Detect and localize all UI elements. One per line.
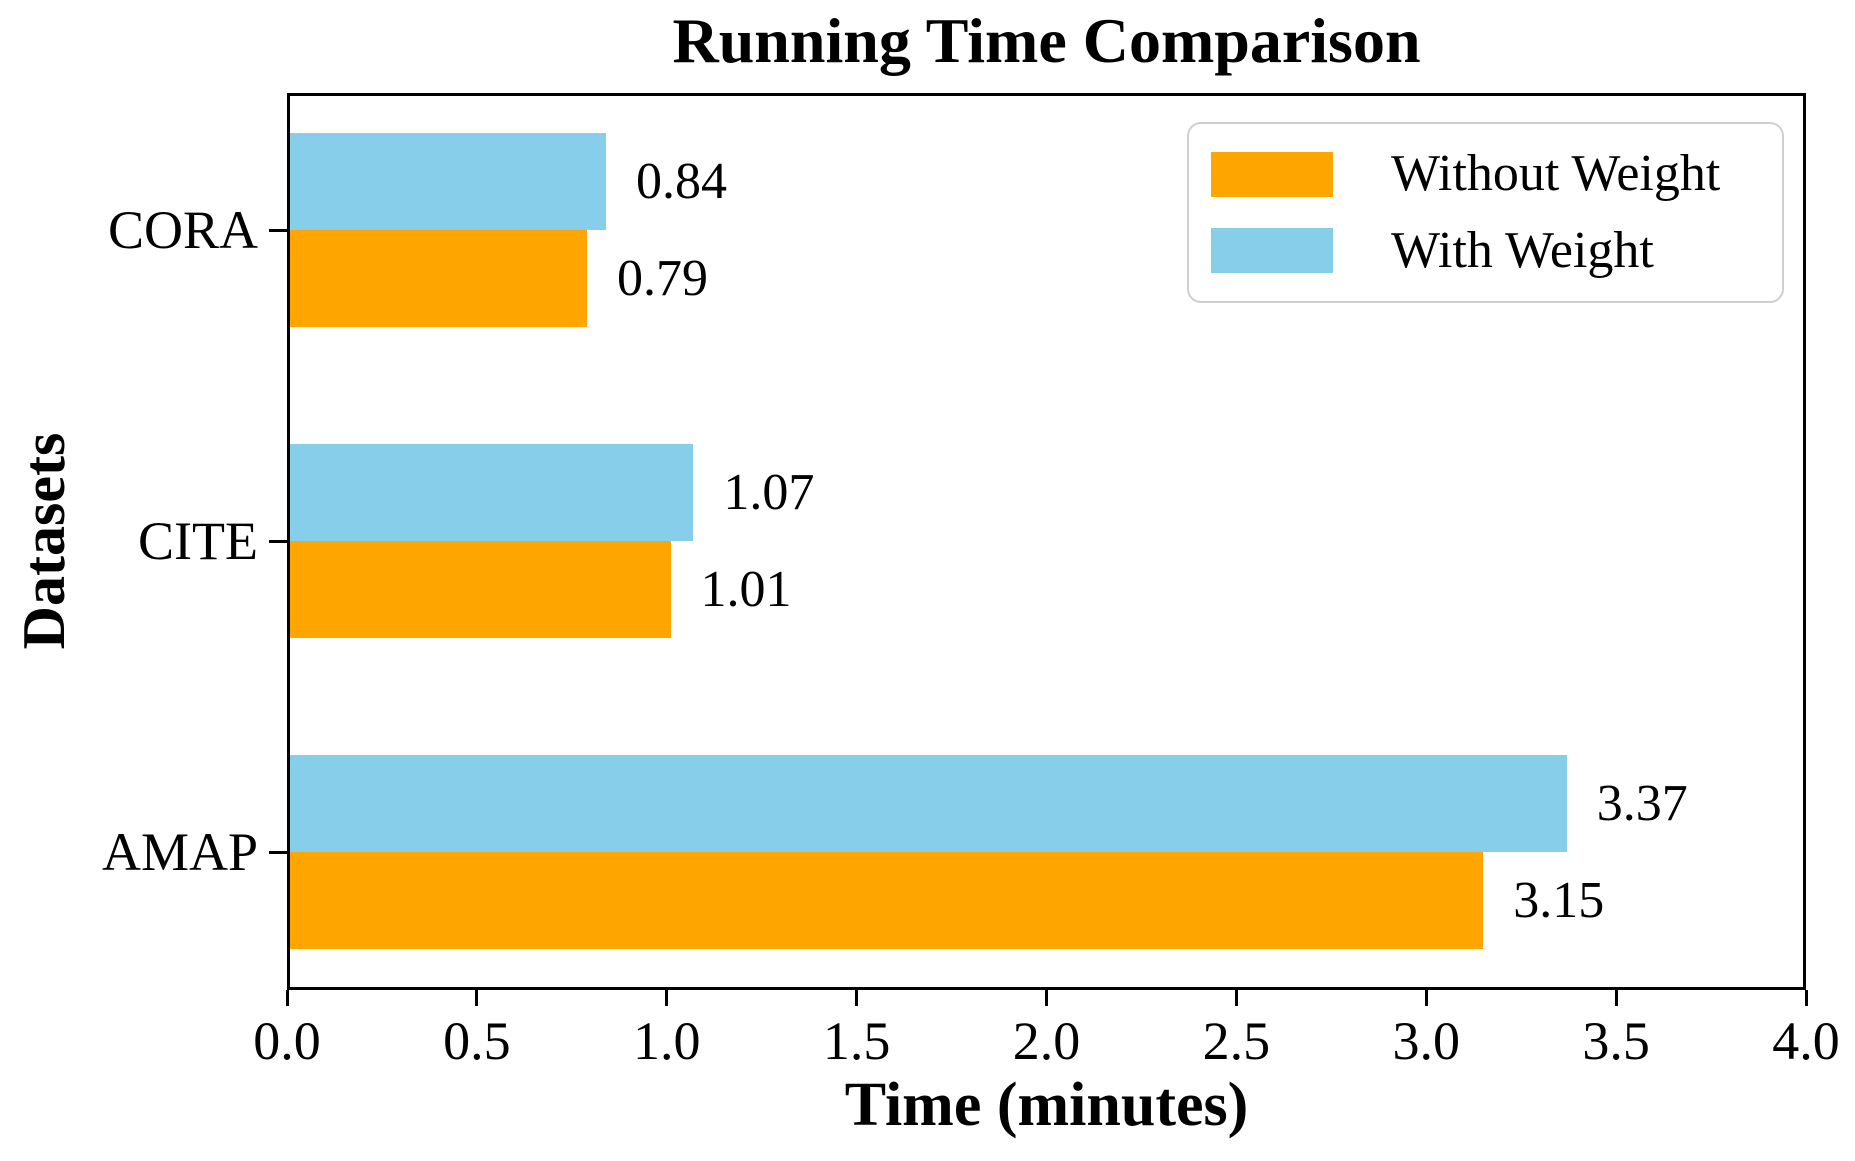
- x-tick-label-3.0: 3.0: [1392, 1011, 1461, 1071]
- legend-item-with-weight: With Weight: [1189, 221, 1782, 279]
- x-tick-label-4.0: 4.0: [1772, 1011, 1840, 1071]
- legend-label: With Weight: [1391, 221, 1654, 279]
- plot-area: 0.84 0.79 1.07 1.01 3.37 3.15: [287, 93, 1806, 990]
- value-label-without-weight-cora: 0.79: [617, 249, 708, 307]
- x-tick-2.0: [1045, 990, 1048, 1006]
- legend: Without Weight With Weight: [1187, 122, 1784, 303]
- x-tick-1.0: [665, 990, 669, 1006]
- x-tick-0.5: [475, 990, 479, 1006]
- bar-with-weight-cite: [287, 444, 694, 541]
- bar-without-weight-cite: [287, 541, 671, 638]
- x-tick-label-2.0: 2.0: [1012, 1011, 1081, 1071]
- x-tick-3.5: [1614, 990, 1618, 1006]
- bar-without-weight-cora: [287, 230, 587, 327]
- x-tick-label-0.0: 0.0: [253, 1011, 321, 1071]
- legend-swatch-with-weight: [1211, 228, 1333, 274]
- legend-swatch-without-weight: [1211, 151, 1333, 197]
- bar-without-weight-amap: [287, 852, 1484, 949]
- x-tick-label-1.5: 1.5: [822, 1011, 891, 1071]
- y-tick-amap: [269, 850, 287, 854]
- bar-with-weight-cora: [287, 133, 606, 230]
- x-tick-3.0: [1424, 990, 1428, 1006]
- legend-item-without-weight: Without Weight: [1189, 148, 1782, 200]
- y-tick-label-amap: AMAP: [101, 822, 258, 882]
- x-tick-1.5: [855, 990, 859, 1006]
- x-tick-label-1.0: 1.0: [633, 1011, 701, 1071]
- value-label-with-weight-cite: 1.07: [723, 463, 815, 521]
- bar-with-weight-amap: [287, 755, 1567, 852]
- x-tick-2.5: [1234, 990, 1238, 1006]
- x-tick-label-3.5: 3.5: [1582, 1011, 1650, 1071]
- x-tick-0.0: [285, 990, 289, 1006]
- x-axis-label: Time (minutes): [844, 1071, 1249, 1139]
- x-tick-4.0: [1804, 990, 1808, 1006]
- y-tick-label-cite: CITE: [138, 511, 258, 571]
- value-label-without-weight-amap: 3.15: [1513, 871, 1605, 929]
- x-tick-label-2.5: 2.5: [1202, 1011, 1271, 1071]
- y-tick-cite: [269, 539, 287, 543]
- legend-label: Without Weight: [1391, 145, 1721, 203]
- value-label-with-weight-cora: 0.84: [635, 152, 727, 210]
- value-label-without-weight-cite: 1.01: [700, 560, 792, 618]
- x-tick-label-0.5: 0.5: [443, 1011, 511, 1071]
- y-tick-cora: [269, 228, 287, 232]
- y-tick-label-cora: CORA: [107, 200, 258, 260]
- chart-title: Running Time Comparison: [672, 5, 1421, 76]
- value-label-with-weight-amap: 3.37: [1596, 774, 1688, 832]
